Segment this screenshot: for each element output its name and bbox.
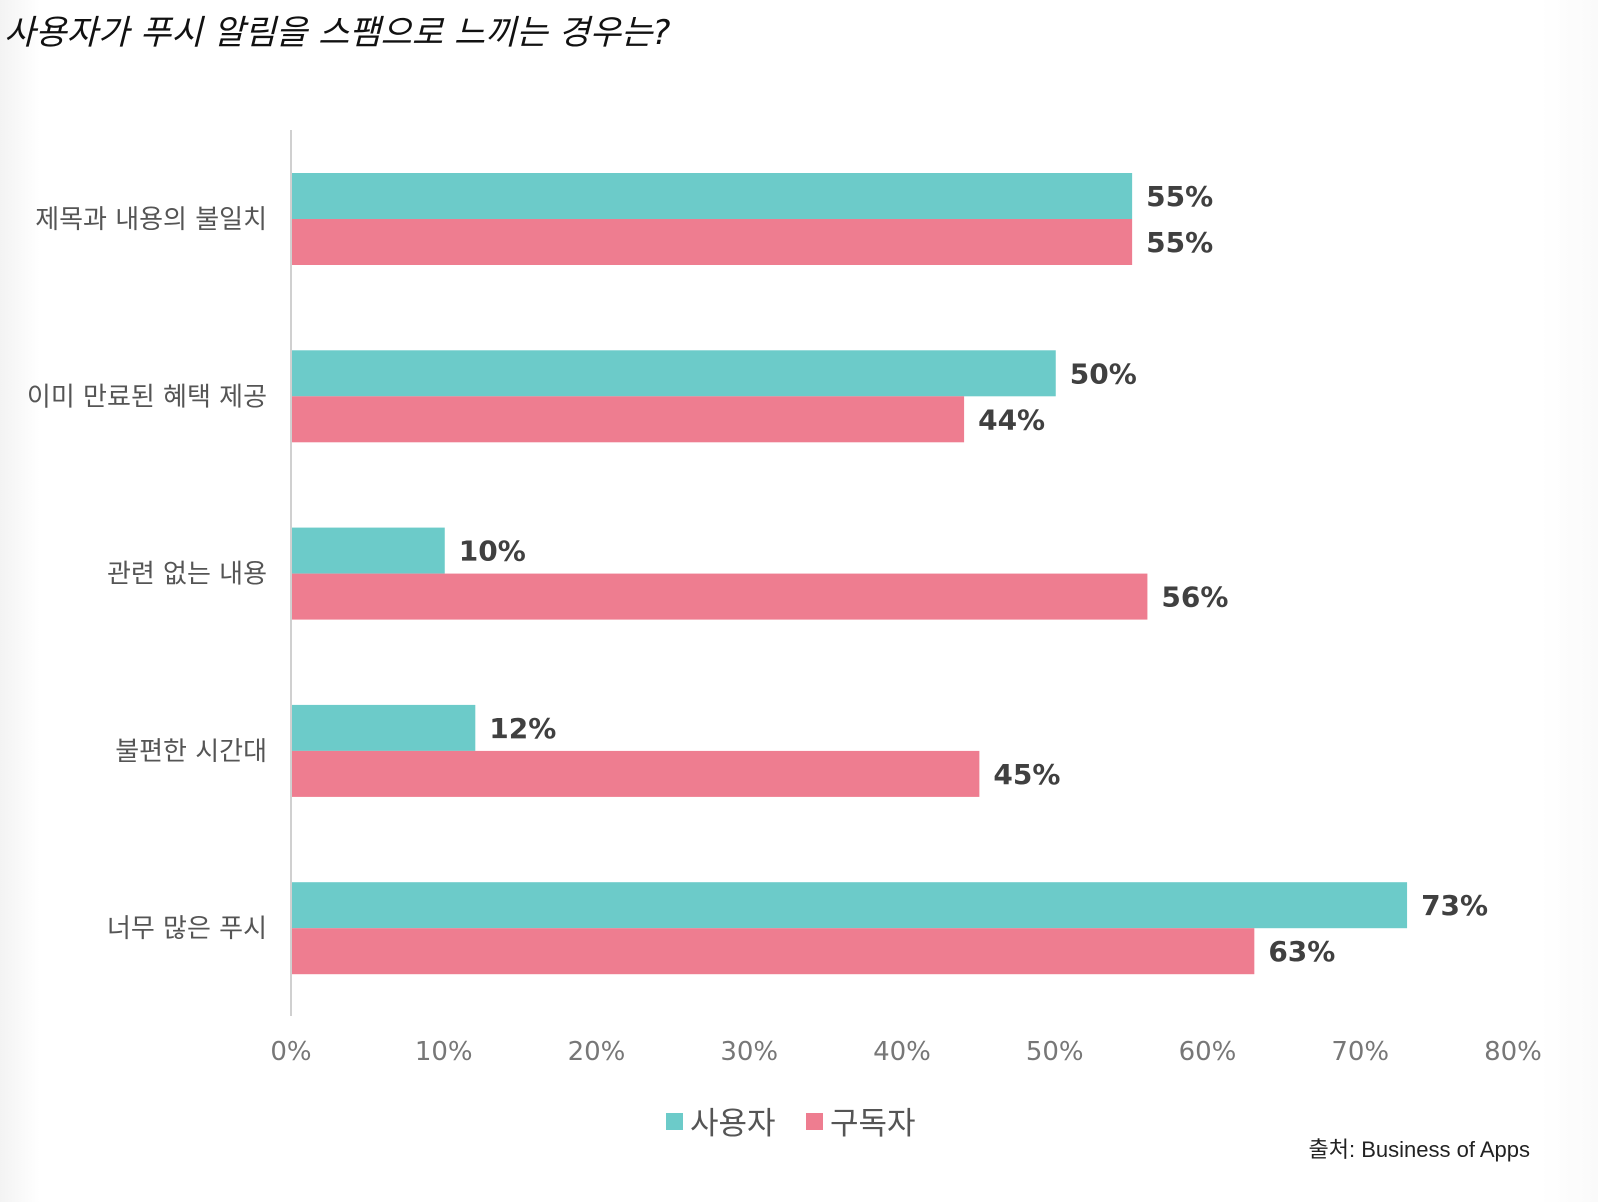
x-tick-label: 20% — [568, 1037, 626, 1067]
source-note: 출처: Business of Apps — [1309, 1137, 1530, 1162]
x-tick-label: 30% — [720, 1037, 778, 1067]
category-label: 제목과 내용의 불일치 — [35, 205, 267, 235]
legend-label-users: 사용자 — [690, 1106, 776, 1142]
value-label: 73% — [1421, 889, 1488, 922]
bar-subscribers — [292, 928, 1255, 975]
legend-label-subscribers: 구독자 — [830, 1106, 916, 1142]
value-label: 55% — [1146, 226, 1213, 259]
bar-users — [292, 527, 445, 574]
category-label: 너무 많은 푸시 — [107, 914, 267, 944]
bar-users — [292, 173, 1133, 219]
x-tick-label: 80% — [1484, 1037, 1542, 1067]
legend-swatch-users — [666, 1113, 683, 1130]
x-tick-label: 40% — [873, 1037, 931, 1067]
bar-users — [292, 704, 476, 751]
bar-subscribers — [292, 573, 1148, 620]
chart-title: 사용자가 푸시 알림을 스팸으로 느끼는 경우는? — [4, 13, 670, 53]
bar-subscribers — [292, 219, 1133, 265]
value-label: 50% — [1070, 357, 1137, 390]
value-label: 12% — [489, 712, 556, 745]
value-label: 45% — [993, 758, 1060, 791]
category-label: 관련 없는 내용 — [107, 560, 267, 590]
x-tick-label: 70% — [1331, 1037, 1389, 1067]
x-tick-label: 10% — [415, 1037, 473, 1067]
value-label: 10% — [459, 535, 526, 568]
legend: 사용자 구독자 — [666, 1106, 916, 1142]
value-label: 63% — [1268, 935, 1335, 968]
x-tick-label: 0% — [270, 1037, 311, 1067]
category-label: 이미 만료된 혜택 제공 — [27, 382, 267, 412]
bar-users — [292, 882, 1408, 929]
x-tick-label: 60% — [1179, 1037, 1237, 1067]
bar-subscribers — [292, 750, 980, 797]
value-label: 44% — [978, 403, 1045, 436]
legend-swatch-subscribers — [806, 1113, 823, 1130]
value-label: 56% — [1161, 581, 1228, 614]
category-label: 불편한 시간대 — [115, 737, 267, 767]
bar-users — [292, 350, 1056, 397]
x-tick-label: 50% — [1026, 1037, 1084, 1067]
bar-subscribers — [292, 396, 965, 443]
value-label: 55% — [1146, 180, 1213, 213]
